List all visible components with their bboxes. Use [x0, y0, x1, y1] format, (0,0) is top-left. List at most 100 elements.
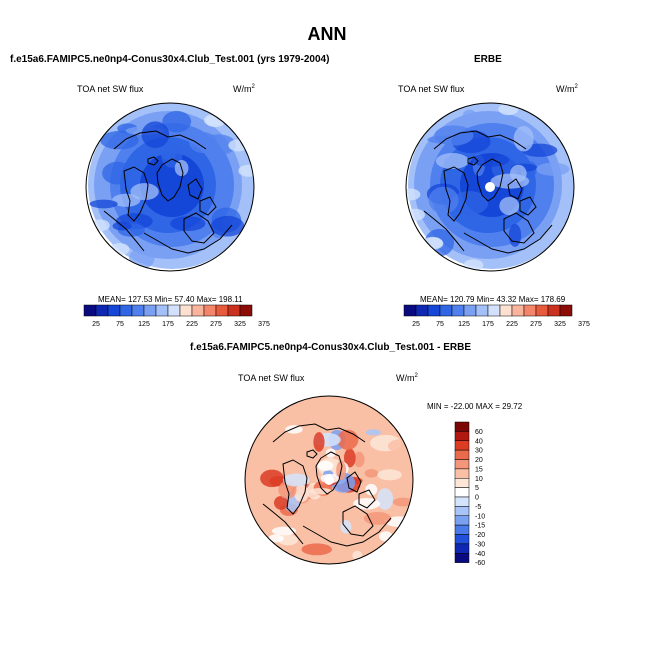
contour-blob: [162, 110, 192, 133]
coastline: [272, 423, 366, 443]
coastline: [306, 449, 318, 459]
panel3-colorbar-swatch: [454, 496, 470, 507]
contour-blob: [141, 121, 170, 149]
coastline: [302, 517, 392, 547]
panel1-colorbar-tick-label: 125: [138, 321, 150, 328]
panel3-colorbar-tick-label: 60: [475, 429, 483, 436]
panel2-colorbar-tick-label: 375: [578, 321, 590, 328]
panel3-colorbar-tick-label: 0: [475, 495, 479, 502]
coastline: [187, 178, 203, 200]
panel1-colorbar-swatch: [143, 304, 157, 317]
coastline: [342, 505, 374, 537]
contour-blob: [210, 215, 245, 237]
panel3-colorbar-tick-label: -5: [475, 504, 481, 511]
panel3-colorbar-swatch: [454, 487, 470, 498]
coastline: [476, 158, 504, 202]
coastline: [433, 130, 527, 150]
panel3-colorbar-swatch: [454, 468, 470, 479]
panel1-variable-label: TOA net SW flux: [77, 84, 144, 94]
contour-blob: [508, 223, 522, 247]
contour-blob: [285, 425, 303, 434]
panel2-colorbar-swatch: [463, 304, 477, 317]
contour-blob: [365, 483, 378, 496]
panel1-units-label: W/m2: [233, 84, 255, 94]
contour-blob: [376, 488, 394, 510]
panel2-colorbar-swatch: [535, 304, 549, 317]
panel2-colorbar-tick-label: 75: [436, 321, 444, 328]
panel1-colorbar-tick-label: 175: [162, 321, 174, 328]
panel2-colorbar-swatch: [523, 304, 537, 317]
contour-blob: [387, 439, 413, 453]
contour-blob: [422, 236, 443, 249]
map-frame: [244, 395, 414, 565]
contour-blob: [159, 141, 178, 160]
panel1-colorbar-tick-label: 75: [116, 321, 124, 328]
panel2-colorbar-tick-label: 325: [554, 321, 566, 328]
panel2-colorbar-swatch: [427, 304, 441, 317]
panel1-colorbar-swatch: [191, 304, 205, 317]
panel1-polar-map: [85, 102, 255, 272]
panel3-colorbar-swatch: [454, 449, 470, 460]
page-title: ANN: [307, 24, 347, 44]
panel1-colorbar-swatch: [131, 304, 145, 317]
panel2-colorbar-swatch: [559, 304, 573, 317]
contour-blob: [353, 451, 365, 468]
contour-blob: [301, 543, 333, 556]
coastline: [143, 224, 233, 254]
contour-blob: [109, 243, 130, 256]
panel3-colorbar-tick-label: 5: [475, 485, 479, 492]
coastline: [507, 178, 523, 200]
contour-blob: [238, 164, 254, 177]
panel1-colorbar-tick-label: 25: [92, 321, 100, 328]
panel1-colorbar: 25 75 125 175 225 275 325 375: [83, 304, 270, 328]
panel3-colorbar-swatch: [454, 543, 470, 554]
panel3-colorbar-tick-label: 30: [475, 448, 483, 455]
pole-hole: [324, 475, 334, 485]
coastline: [103, 210, 145, 252]
panel1-stats: MEAN= 127.53 Min= 57.40 Max= 198.11: [98, 295, 243, 304]
contour-blob: [170, 216, 206, 232]
panel2-title: ERBE: [474, 54, 502, 65]
panel2-colorbar-tick-label: 175: [482, 321, 494, 328]
contour-blob: [364, 468, 379, 478]
coastline: [183, 212, 215, 244]
panel3-colorbar-swatch: [454, 431, 470, 441]
coastline: [503, 212, 535, 244]
panel3-colorbar-swatch: [454, 524, 470, 535]
contour-blob: [536, 162, 570, 176]
contour-blob: [392, 497, 413, 507]
panel3-colorbar-swatch: [454, 440, 470, 451]
panel2-variable-label: TOA net SW flux: [398, 84, 465, 94]
panel1-colorbar-swatch: [239, 304, 253, 317]
panel1-title: f.e15a6.FAMIPC5.ne0np4-Conus30x4.Club_Te…: [10, 54, 330, 65]
panel2-colorbar: 25 75 125 175 225 275 325 375: [403, 304, 590, 328]
panel2-colorbar-swatch: [511, 304, 525, 317]
panel2-colorbar-tick-label: 25: [412, 321, 420, 328]
coastline: [346, 471, 362, 493]
panel3-variable-label: TOA net SW flux: [238, 373, 305, 383]
panel1-colorbar-swatch: [107, 304, 121, 317]
coastline: [467, 156, 479, 166]
contour-blob: [406, 208, 425, 221]
panel1-colorbar-swatch: [95, 304, 109, 317]
contour-blob: [273, 496, 289, 510]
contour-blob: [340, 520, 352, 534]
panel3-colorbar-swatch: [454, 478, 470, 488]
panel2-colorbar-swatch: [439, 304, 453, 317]
panel3-title: f.e15a6.FAMIPC5.ne0np4-Conus30x4.Club_Te…: [190, 342, 472, 353]
panel3-colorbar-tick-label: -30: [475, 541, 485, 548]
panel1-colorbar-swatch: [119, 304, 133, 317]
panel3-colorbar: 60 40 30 20 15 10 5 0 -5 -10 -15 -20 -30 -40 -60: [454, 421, 485, 567]
contour-blob: [102, 161, 133, 185]
contour-blob: [490, 173, 530, 189]
panel3-colorbar-swatch: [454, 553, 470, 563]
contour-blob: [377, 469, 402, 481]
panel3-colorbar-swatch: [454, 459, 470, 470]
pole-hole: [485, 182, 495, 192]
panel3-colorbar-swatch: [454, 421, 470, 432]
coastline: [147, 156, 159, 166]
panel3-units-label: W/m2: [396, 373, 418, 383]
coastline: [113, 130, 207, 150]
coastline: [123, 166, 149, 222]
panel2-colorbar-swatch: [415, 304, 429, 317]
